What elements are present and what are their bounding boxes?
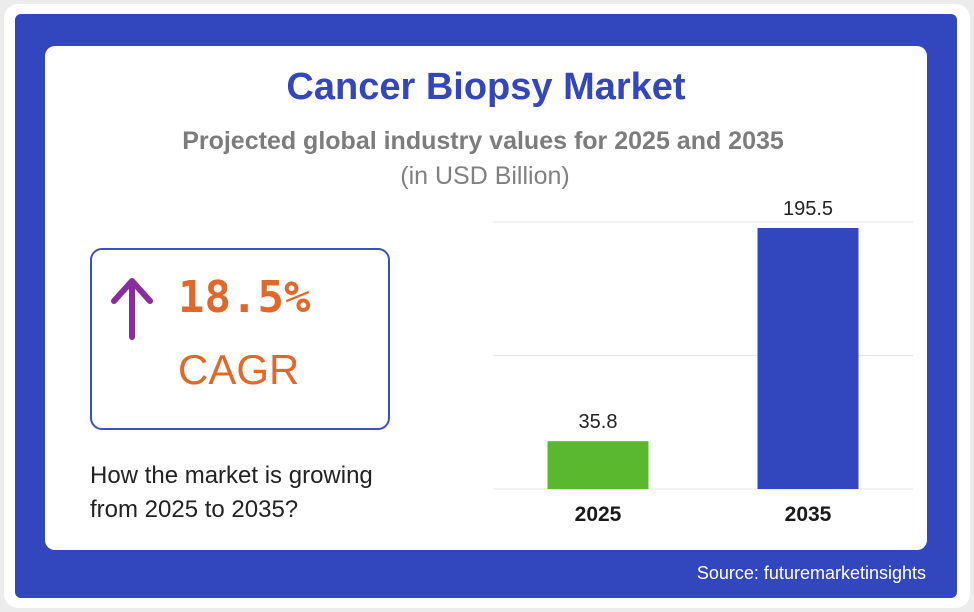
growth-question: How the market is growing from 2025 to 2… xyxy=(90,462,373,523)
bar-2035 xyxy=(757,228,859,489)
data-label-2035: 195.5 xyxy=(783,198,833,220)
unit-label: (in USD Billion) xyxy=(400,162,570,190)
chart-subtitle: Projected global industry values for 202… xyxy=(182,127,784,155)
cagr-label: CAGR xyxy=(178,346,300,393)
source-credit: Source: futuremarketinsights xyxy=(696,563,926,583)
x-tick-label-2035: 2035 xyxy=(785,503,832,526)
x-tick-label-2025: 2025 xyxy=(575,503,622,526)
up-arrow-icon xyxy=(111,278,153,340)
cagr-value: 18.5% xyxy=(178,272,311,323)
chart-title: Cancer Biopsy Market xyxy=(286,66,686,108)
cagr-box xyxy=(90,248,390,430)
bar-2025 xyxy=(547,441,649,489)
data-label-2025: 35.8 xyxy=(579,411,618,433)
